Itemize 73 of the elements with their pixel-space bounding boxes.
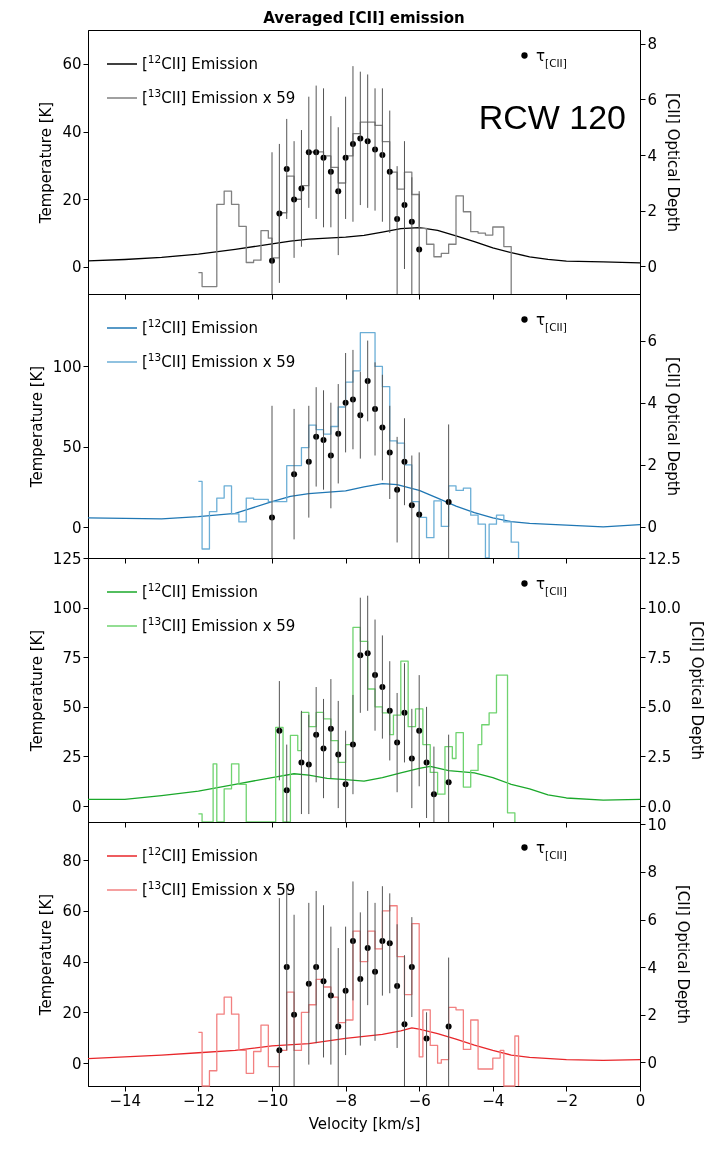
- y-tick-label: 0: [71, 797, 82, 816]
- y-tick-label: 80: [62, 851, 82, 870]
- y2-tick-label: 4: [647, 394, 658, 413]
- y2-tick-label: 6: [647, 90, 658, 109]
- y2-tick-label: 8: [647, 863, 658, 882]
- legend-label: [$^{12}$CII] Emission: [142, 317, 258, 337]
- y2-tick-label: 0: [647, 257, 658, 276]
- x-tick-label: 0: [635, 1091, 646, 1110]
- y2-tick-label: 0: [647, 1053, 658, 1072]
- y2-tick-label: 2.5: [647, 748, 672, 766]
- x-tick-label: −14: [109, 1091, 142, 1110]
- legend-label: τ$_{[CII]}$: [536, 46, 567, 69]
- y2-tick-label: 8: [647, 35, 658, 54]
- y-tick-label: 40: [62, 953, 82, 972]
- y2-tick-label: 10.0: [647, 599, 681, 618]
- x-axis-title: Velocity [km/s]: [308, 1114, 421, 1133]
- x-tick-label: −4: [482, 1091, 505, 1110]
- x-tick-label: −6: [408, 1091, 431, 1110]
- y2-tick-label: 2: [647, 202, 658, 221]
- y-tick-label: 40: [62, 123, 82, 142]
- y-tick-label: 60: [62, 902, 82, 921]
- y2-tick-label: 10: [647, 815, 667, 834]
- legend-label: τ$_{[CII]}$: [536, 574, 567, 597]
- y-tick-label: 20: [62, 1003, 82, 1022]
- y-axis-title: Temperature [K]: [37, 893, 56, 1017]
- legend-label: τ$_{[CII]}$: [536, 838, 567, 861]
- legend-label: [$^{12}$CII] Emission: [142, 53, 258, 73]
- legend-label: [$^{13}$CII] Emission x 59: [142, 879, 296, 899]
- y2-axis-title: [CII] Optical Depth: [664, 356, 683, 497]
- y2-tick-label: 5.0: [647, 698, 672, 717]
- y-tick-label: 60: [62, 55, 82, 74]
- y-axis-title: Temperature [K]: [27, 629, 46, 753]
- y-tick-label: 100: [52, 599, 82, 618]
- y2-tick-label: 6: [647, 911, 658, 930]
- y-tick-label: 125: [52, 549, 82, 568]
- x-tick-label: −12: [183, 1091, 215, 1110]
- annotation: RCW 120: [478, 98, 626, 136]
- line-series: [87, 482, 641, 528]
- legend-label: [$^{13}$CII] Emission x 59: [142, 615, 296, 635]
- x-tick-label: −10: [256, 1091, 289, 1110]
- y2-tick-label: 7.5: [647, 648, 672, 667]
- y2-tick-label: 2: [647, 1006, 658, 1025]
- y2-tick-label: 6: [647, 332, 658, 351]
- y-tick-label: 50: [62, 438, 82, 457]
- y2-axis-title: [CII] Optical Depth: [673, 884, 692, 1025]
- y2-axis-title: [CII] Optical Depth: [664, 92, 683, 233]
- y-tick-label: 0: [71, 1054, 82, 1073]
- y-tick-label: 100: [52, 357, 82, 376]
- y2-tick-label: 4: [647, 146, 658, 165]
- y-tick-label: 20: [62, 190, 82, 209]
- legend-label: [$^{13}$CII] Emission x 59: [142, 351, 296, 371]
- x-tick-label: −2: [555, 1091, 578, 1110]
- y2-tick-label: 2: [647, 456, 658, 475]
- legend-label: τ$_{[CII]}$: [536, 310, 567, 333]
- y-tick-label: 75: [62, 648, 82, 667]
- y2-tick-label: 12.5: [647, 549, 681, 568]
- y-tick-label: 25: [62, 748, 82, 766]
- y2-tick-label: 0: [647, 518, 658, 537]
- y2-axis-title: [CII] Optical Depth: [687, 620, 706, 761]
- y-tick-label: 0: [71, 518, 82, 537]
- y-axis-title: Temperature [K]: [37, 101, 56, 225]
- y-axis-title: Temperature [K]: [27, 365, 46, 489]
- y2-tick-label: 4: [647, 958, 658, 977]
- legend-label: [$^{12}$CII] Emission: [142, 845, 258, 865]
- y2-tick-label: 0.0: [647, 797, 672, 816]
- y-tick-label: 0: [71, 258, 82, 277]
- legend-label: [$^{12}$CII] Emission: [142, 581, 258, 601]
- y-tick-label: 50: [62, 698, 82, 717]
- line-series: [87, 1027, 641, 1062]
- x-tick-label: −8: [335, 1091, 358, 1110]
- line-series: [87, 227, 641, 264]
- legend-label: [$^{13}$CII] Emission x 59: [142, 87, 296, 107]
- chart-title: Averaged [CII] emission: [263, 9, 465, 27]
